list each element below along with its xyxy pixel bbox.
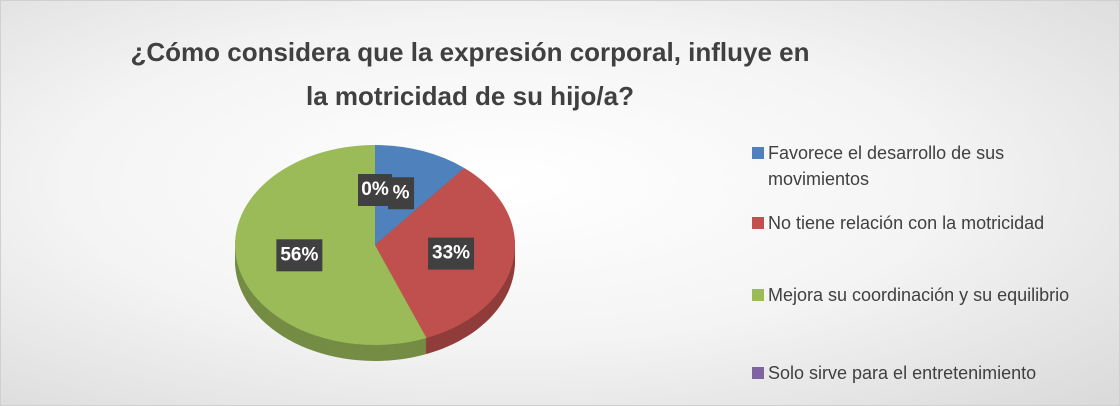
legend-swatch bbox=[752, 367, 764, 379]
data-label: 0% bbox=[358, 174, 392, 206]
legend-item: Favorece el desarrollo de sus movimiento… bbox=[750, 140, 1110, 192]
legend-label: No tiene relación con la motricidad bbox=[768, 213, 1045, 233]
data-label-box bbox=[388, 177, 415, 210]
chart-title: ¿Cómo considera que la expresión corpora… bbox=[130, 37, 810, 111]
legend-item: Solo sirve para el entretenimiento bbox=[750, 360, 1110, 386]
data-label: 33% bbox=[428, 237, 475, 270]
legend-item: No tiene relación con la motricidad bbox=[750, 210, 1110, 236]
legend-label: Solo sirve para el entretenimiento bbox=[768, 363, 1037, 383]
legend-swatch bbox=[752, 147, 764, 159]
data-label-box bbox=[276, 239, 323, 272]
legend-swatch bbox=[752, 289, 764, 301]
legend-swatch bbox=[752, 217, 764, 229]
pie-slice bbox=[235, 145, 427, 345]
data-label-text: 56% bbox=[280, 244, 318, 265]
data-label-box bbox=[428, 237, 475, 270]
data-label-text: 0% bbox=[361, 179, 389, 200]
data-label: 56% bbox=[276, 239, 323, 272]
data-label-text: % bbox=[393, 182, 410, 203]
data-label-box bbox=[358, 174, 392, 206]
legend-label: Favorece el desarrollo de sus movimiento… bbox=[768, 143, 1005, 189]
data-label-text: 33% bbox=[432, 243, 470, 264]
legend-label: Mejora su coordinación y su equilibrio bbox=[768, 285, 1070, 305]
pie-slice bbox=[375, 145, 465, 245]
data-label: % bbox=[388, 177, 415, 210]
legend-item: Mejora su coordinación y su equilibrio bbox=[750, 282, 1110, 308]
